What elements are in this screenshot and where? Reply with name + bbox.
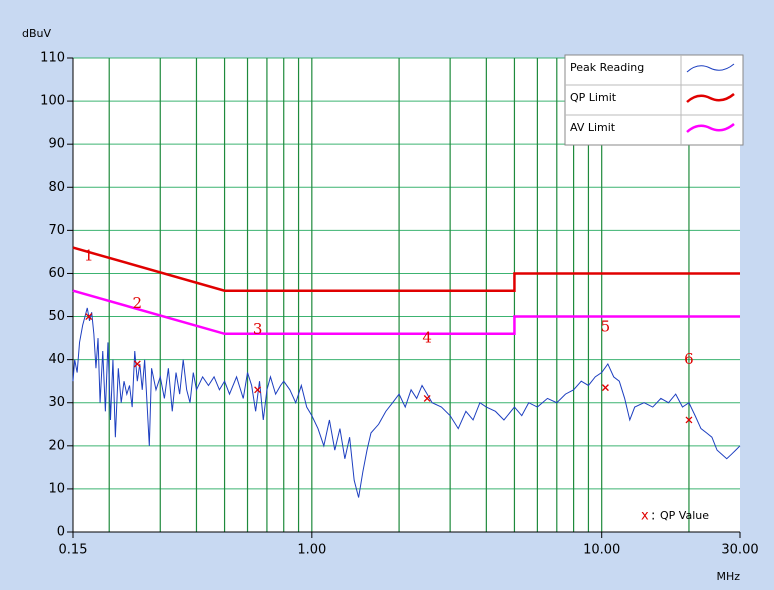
y-tick-label: 10 <box>48 481 65 496</box>
y-tick-label: 80 <box>48 180 65 195</box>
x-tick-label: 1.00 <box>297 543 326 558</box>
qp-marker <box>85 313 93 321</box>
marker-label: 2 <box>133 294 143 312</box>
x-tick-label: 10.00 <box>583 543 620 558</box>
legend-entries: Peak Reading QP Limit AV Limit QP Value <box>570 61 735 522</box>
series-line <box>72 246 740 292</box>
y-axis-label: dBuV <box>22 27 52 40</box>
markers: 1 2 3 4 5 6 <box>84 247 694 424</box>
lines <box>72 246 741 498</box>
legend-swatch <box>686 123 735 133</box>
y-tick-label: 100 <box>40 94 65 109</box>
legend-label: Peak Reading <box>570 61 644 74</box>
legend-swatch <box>686 93 735 103</box>
y-tick-label: 40 <box>48 352 65 367</box>
marker-label: 3 <box>253 320 263 338</box>
y-tick-label: 20 <box>48 438 65 453</box>
marker-label: 1 <box>84 247 94 265</box>
marker-label: 4 <box>422 328 432 346</box>
marker-label: 5 <box>601 318 611 336</box>
y-tick-label: 90 <box>48 137 65 152</box>
qp-marker <box>685 416 693 424</box>
y-tick-label: 60 <box>48 266 65 281</box>
x-tick-label: 0.15 <box>59 543 88 558</box>
y-tick-label: 30 <box>48 395 65 410</box>
qp-colon: : <box>651 509 655 524</box>
x-axis-label: MHz <box>716 570 740 583</box>
y-tick-label: 70 <box>48 223 65 238</box>
qp-marker <box>423 394 431 402</box>
legend-label: AV Limit <box>570 121 616 134</box>
x-tick-label: 30.00 <box>721 543 758 558</box>
qp-marker <box>133 360 141 368</box>
series-line <box>72 289 740 336</box>
legend-swatch <box>686 63 735 73</box>
y-tick-label: 110 <box>40 51 65 66</box>
qp-marker <box>254 386 262 394</box>
qp-symbol: x <box>641 509 649 524</box>
y-tick-label: 0 <box>57 525 65 540</box>
marker-label: 6 <box>684 350 694 368</box>
qp-legend-label: QP Value <box>660 509 709 522</box>
qp-marker <box>601 384 609 392</box>
legend-label: QP Limit <box>570 91 617 104</box>
series-line <box>72 307 741 498</box>
y-tick-label: 50 <box>48 309 65 324</box>
